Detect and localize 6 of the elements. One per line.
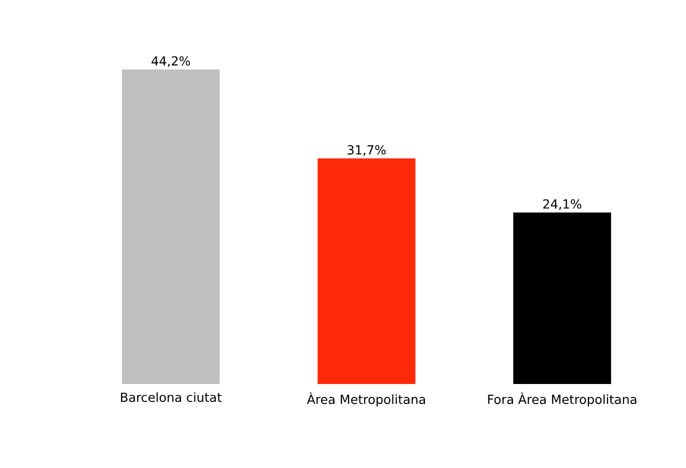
x-tick-label: Barcelona ciutat xyxy=(121,392,222,402)
x-tick-label: Fora Àrea Metropolitana xyxy=(488,392,636,406)
data-label: 44,2% xyxy=(152,56,190,67)
data-label: 24,1% xyxy=(543,199,582,210)
data-label: 31,7% xyxy=(348,145,386,156)
x-tick-label: Àrea Metropolitana xyxy=(306,392,426,406)
